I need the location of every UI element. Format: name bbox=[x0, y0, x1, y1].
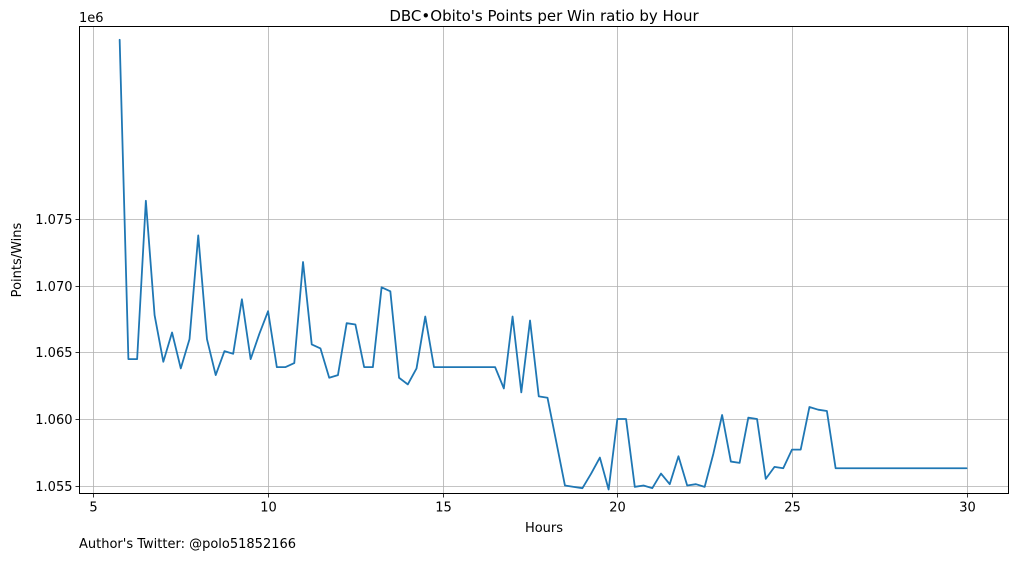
author-twitter-footer: Author's Twitter: @polo51852166 bbox=[79, 537, 297, 552]
y-axis-label: Points/Wins bbox=[10, 222, 25, 297]
x-tick-label: 30 bbox=[959, 501, 976, 516]
x-tick-label: 25 bbox=[784, 501, 801, 516]
y-tick-label: 1.075 bbox=[35, 213, 72, 228]
x-axis-label: Hours bbox=[525, 521, 563, 536]
x-tick-label: 15 bbox=[435, 501, 452, 516]
chart-title: DBC•Obito's Points per Win ratio by Hour bbox=[389, 7, 699, 25]
y-tick-label: 1.055 bbox=[35, 480, 72, 495]
series-layer bbox=[118, 38, 968, 491]
series-line bbox=[118, 38, 968, 491]
y-tick-label: 1.065 bbox=[35, 346, 72, 361]
axis-ticks: 5 10 15 20 25 30 1.055 1.060 1.065 1.070 1.075 bbox=[35, 213, 975, 516]
x-tick-label: 10 bbox=[260, 501, 277, 516]
y-offset-label: 1e6 bbox=[79, 11, 104, 26]
y-tick-label: 1.070 bbox=[35, 280, 72, 295]
y-tick-label: 1.060 bbox=[35, 413, 72, 428]
x-tick-label: 5 bbox=[89, 501, 97, 516]
plot-frame bbox=[79, 26, 1009, 494]
x-tick-label: 20 bbox=[609, 501, 626, 516]
grid bbox=[79, 26, 1009, 494]
